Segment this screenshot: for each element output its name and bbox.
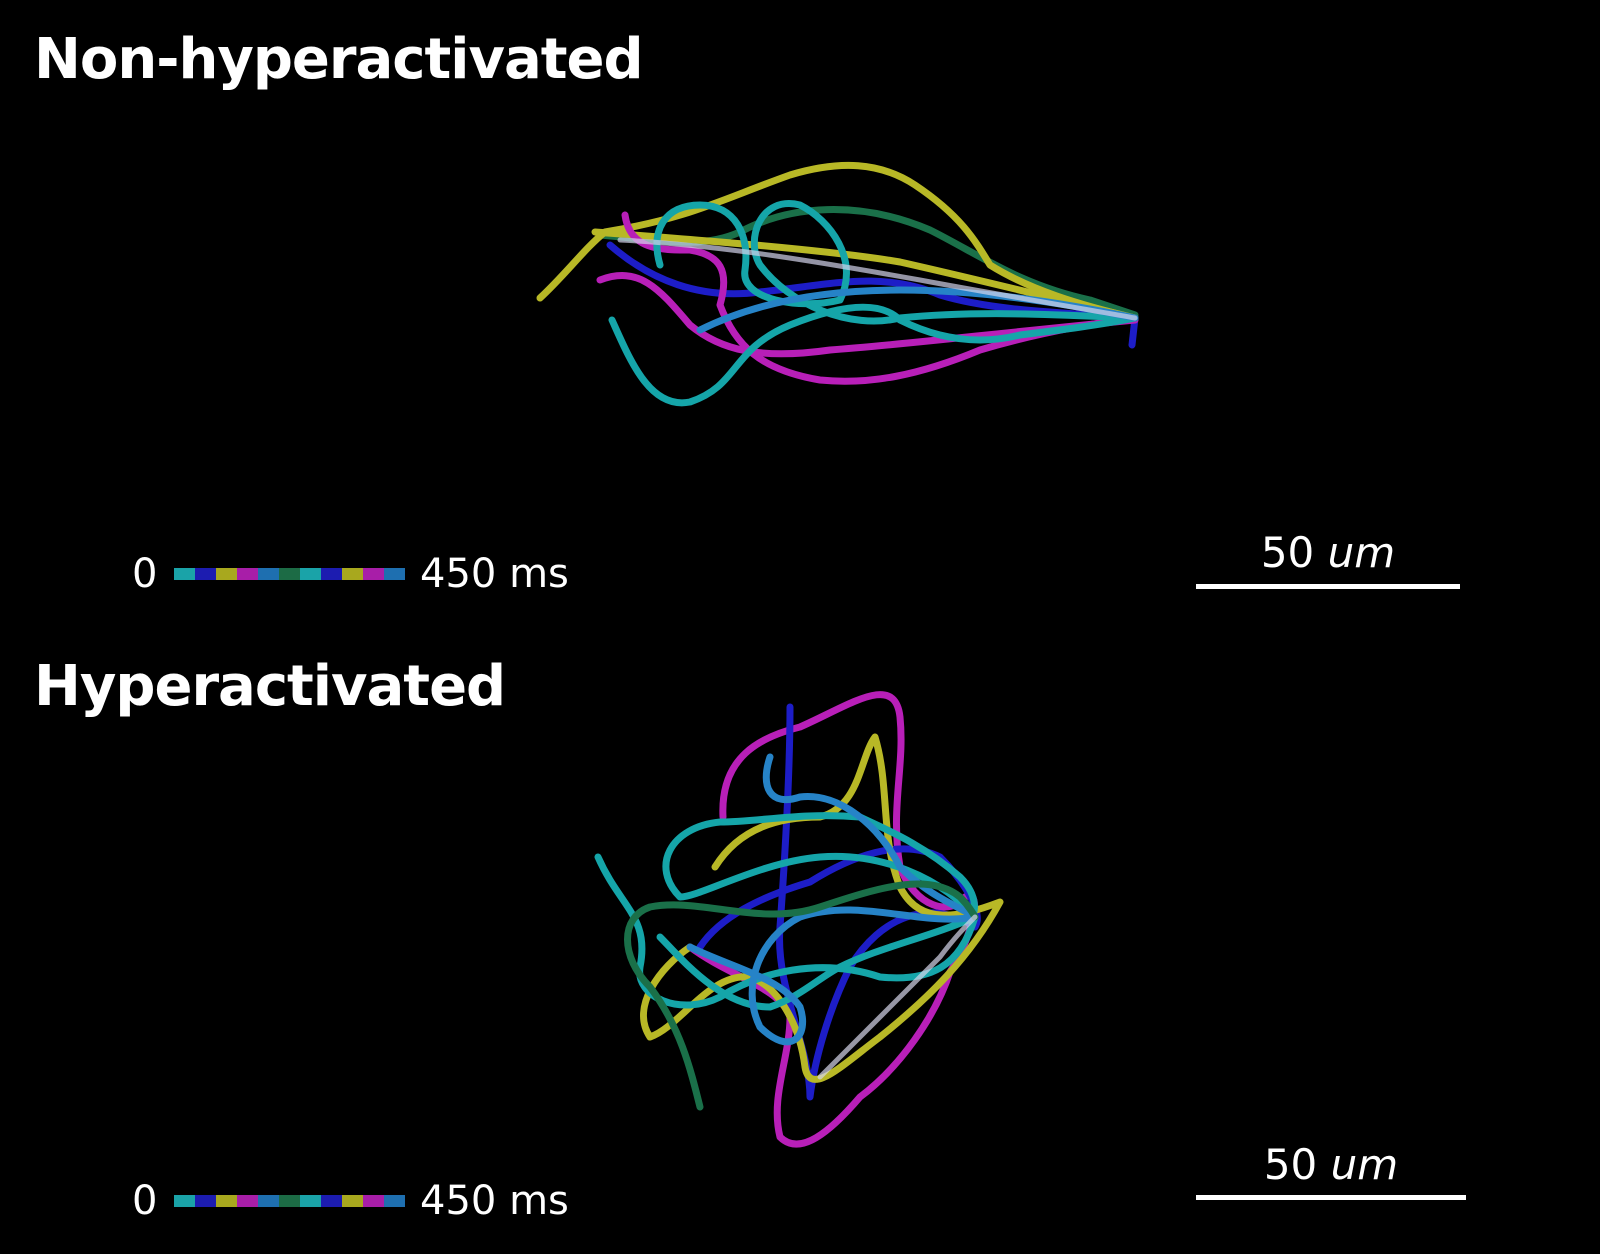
legend-color-segment [195,568,216,580]
track-magenta-2 [596,272,1139,358]
legend-color-bar [174,568,405,580]
scale-bar: 50 um [1196,1142,1466,1202]
panel-hyperactivated: Hyperactivated 0 450 ms 50 um [0,627,1600,1254]
legend-end-label: 450 ms [420,1178,569,1224]
legend-start-label: 0 [132,1178,158,1224]
track-green [624,880,979,1111]
legend-color-segment [363,568,384,580]
legend-color-segment [321,1195,342,1207]
legend-color-segment [342,568,363,580]
scale-bar-label: 50 um [1263,1140,1399,1189]
legend-start-label: 0 [132,551,158,597]
legend-color-segment [384,1195,405,1207]
scale-bar-line [1196,1195,1466,1200]
legend-end-label: 450 ms [420,551,569,597]
legend-color-segment [174,1195,195,1207]
track-teal-2 [653,200,1139,325]
legend-color-segment [321,568,342,580]
track-magenta [621,211,1139,385]
track-white [817,914,978,1080]
panel-title: Hyperactivated [34,654,506,719]
legend-color-segment [195,1195,216,1207]
track-white [617,237,1138,321]
scale-bar-label: 50 um [1260,528,1396,577]
scale-bar: 50 um [1196,530,1460,590]
legend-color-segment [258,568,279,580]
panel-non-hyperactivated: Non-hyperactivated 0 450 ms 50 um [34,27,1460,597]
legend-color-segment [279,568,300,580]
legend-color-segment [300,1195,321,1207]
legend-color-segment [258,1195,279,1207]
legend-color-segment [216,1195,237,1207]
legend-color-segment [174,568,195,580]
panel-title: Non-hyperactivated [34,27,644,92]
track-sky [686,753,979,1046]
legend-color-segment [279,1195,300,1207]
legend-color-segment [384,568,405,580]
track-teal [608,303,1139,407]
track-teal-2 [656,913,979,1011]
legend-color-segment [300,568,321,580]
legend-color-segment [363,1195,384,1207]
track-yellow-2 [591,228,1139,322]
legend-color-segment [216,568,237,580]
legend-color-bar [174,1195,405,1207]
sperm-tracks-hyperactivated [594,691,1004,1148]
legend-color-segment [237,1195,258,1207]
sperm-tracks-non-hyperactivated [536,161,1139,407]
legend-color-segment [237,568,258,580]
track-yellow [640,733,1004,1083]
scale-bar-line [1196,584,1460,589]
legend-color-segment [342,1195,363,1207]
